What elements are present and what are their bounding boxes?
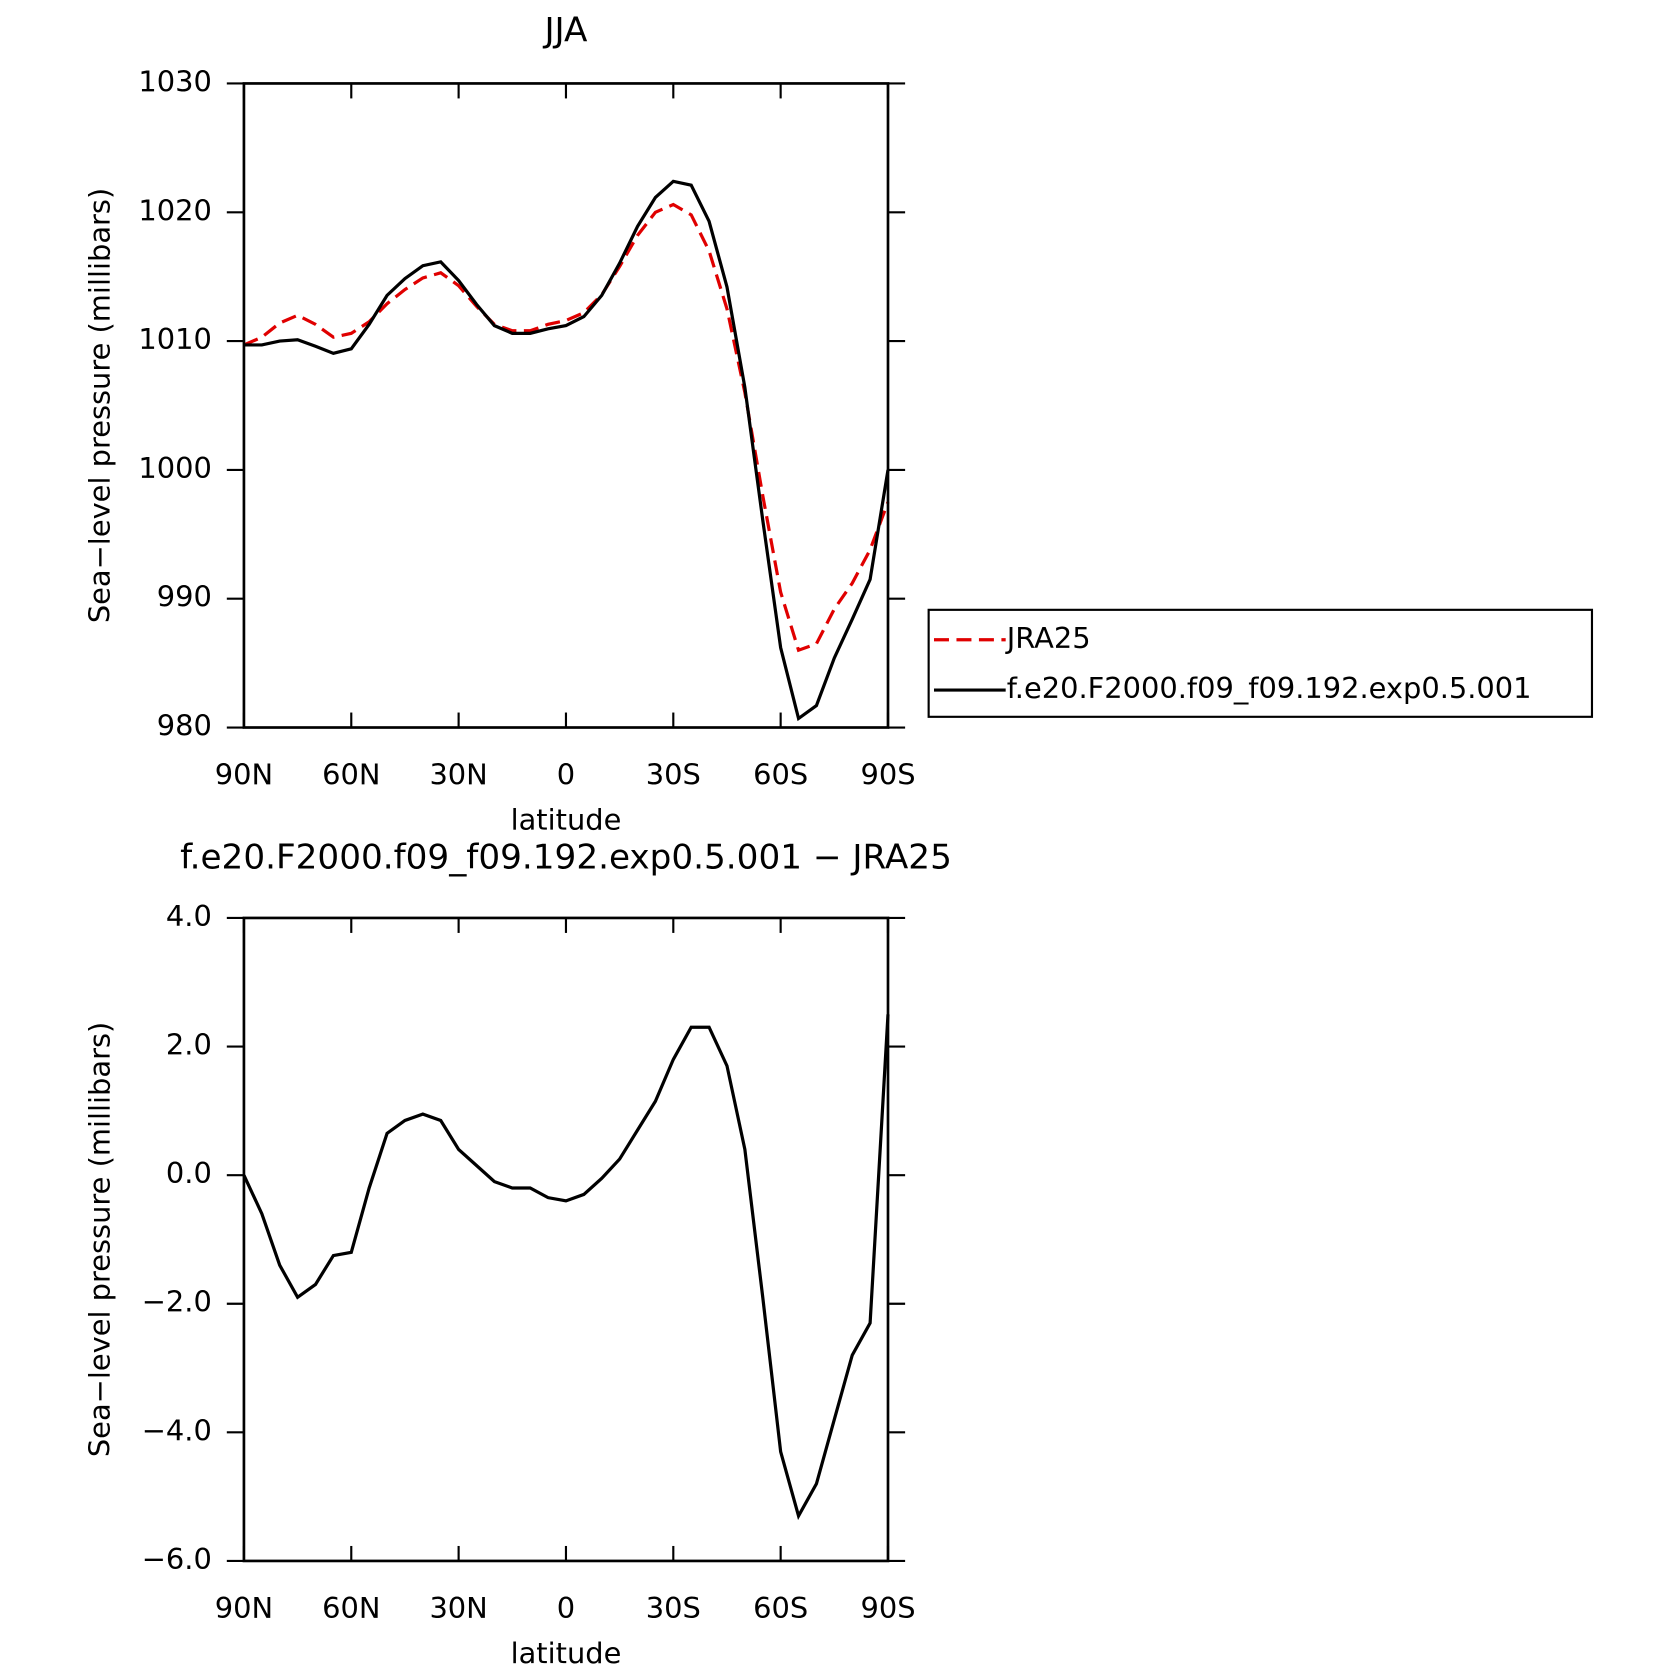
legend-label: f.e20.F2000.f09_f09.192.exp0.5.001 xyxy=(1007,671,1532,705)
x-tick-label: 90N xyxy=(215,758,273,792)
series-line xyxy=(243,179,890,722)
y-tick-label: 980 xyxy=(157,709,212,743)
y-axis-label: Sea−level pressure (millibars) xyxy=(83,1022,117,1457)
y-tick-label: 1030 xyxy=(138,64,211,98)
y-tick-label: 1010 xyxy=(138,322,211,356)
y-tick-label: 990 xyxy=(157,580,212,614)
x-tick-label: 30S xyxy=(646,1591,701,1625)
x-tick-label: 60S xyxy=(753,758,808,792)
y-tick-label: 0.0 xyxy=(166,1156,212,1190)
x-tick-label: 0 xyxy=(557,1591,575,1625)
y-tick-label: −4.0 xyxy=(142,1413,212,1447)
plot-frame xyxy=(242,82,890,729)
y-axis-label: Sea−level pressure (millibars) xyxy=(83,188,117,623)
legend-box xyxy=(927,608,1594,718)
x-tick-label: 60N xyxy=(322,1591,380,1625)
x-tick-label: 60N xyxy=(322,758,380,792)
x-tick-label: 90N xyxy=(215,1591,273,1625)
legend: JRA25 f.e20.F2000.f09_f09.192.exp0.5.001 xyxy=(927,608,1594,718)
x-axis-label: latitude xyxy=(511,1636,622,1669)
legend-label: JRA25 xyxy=(1005,621,1091,655)
x-axis-label: latitude xyxy=(511,803,622,837)
series-line xyxy=(243,202,890,653)
y-tick-label: 4.0 xyxy=(166,899,212,933)
y-tick-label: −6.0 xyxy=(142,1542,212,1576)
series-line xyxy=(242,1014,890,1521)
x-tick-label: 90S xyxy=(860,758,915,792)
y-tick-label: −2.0 xyxy=(142,1285,212,1319)
chart-title: JJA xyxy=(542,11,588,51)
x-tick-label: 90S xyxy=(860,1591,915,1625)
x-tick-label: 30N xyxy=(429,758,487,792)
x-tick-label: 0 xyxy=(557,758,575,792)
y-tick-label: 1020 xyxy=(138,193,211,227)
x-tick-label: 30S xyxy=(646,758,701,792)
plot-frame xyxy=(242,916,890,1563)
y-tick-label: 1000 xyxy=(138,451,211,485)
x-tick-label: 30N xyxy=(429,1591,487,1625)
y-tick-label: 2.0 xyxy=(166,1028,212,1062)
chart-title: f.e20.F2000.f09_f09.192.exp0.5.001 − JRA… xyxy=(180,838,952,878)
x-tick-label: 60S xyxy=(753,1591,808,1625)
